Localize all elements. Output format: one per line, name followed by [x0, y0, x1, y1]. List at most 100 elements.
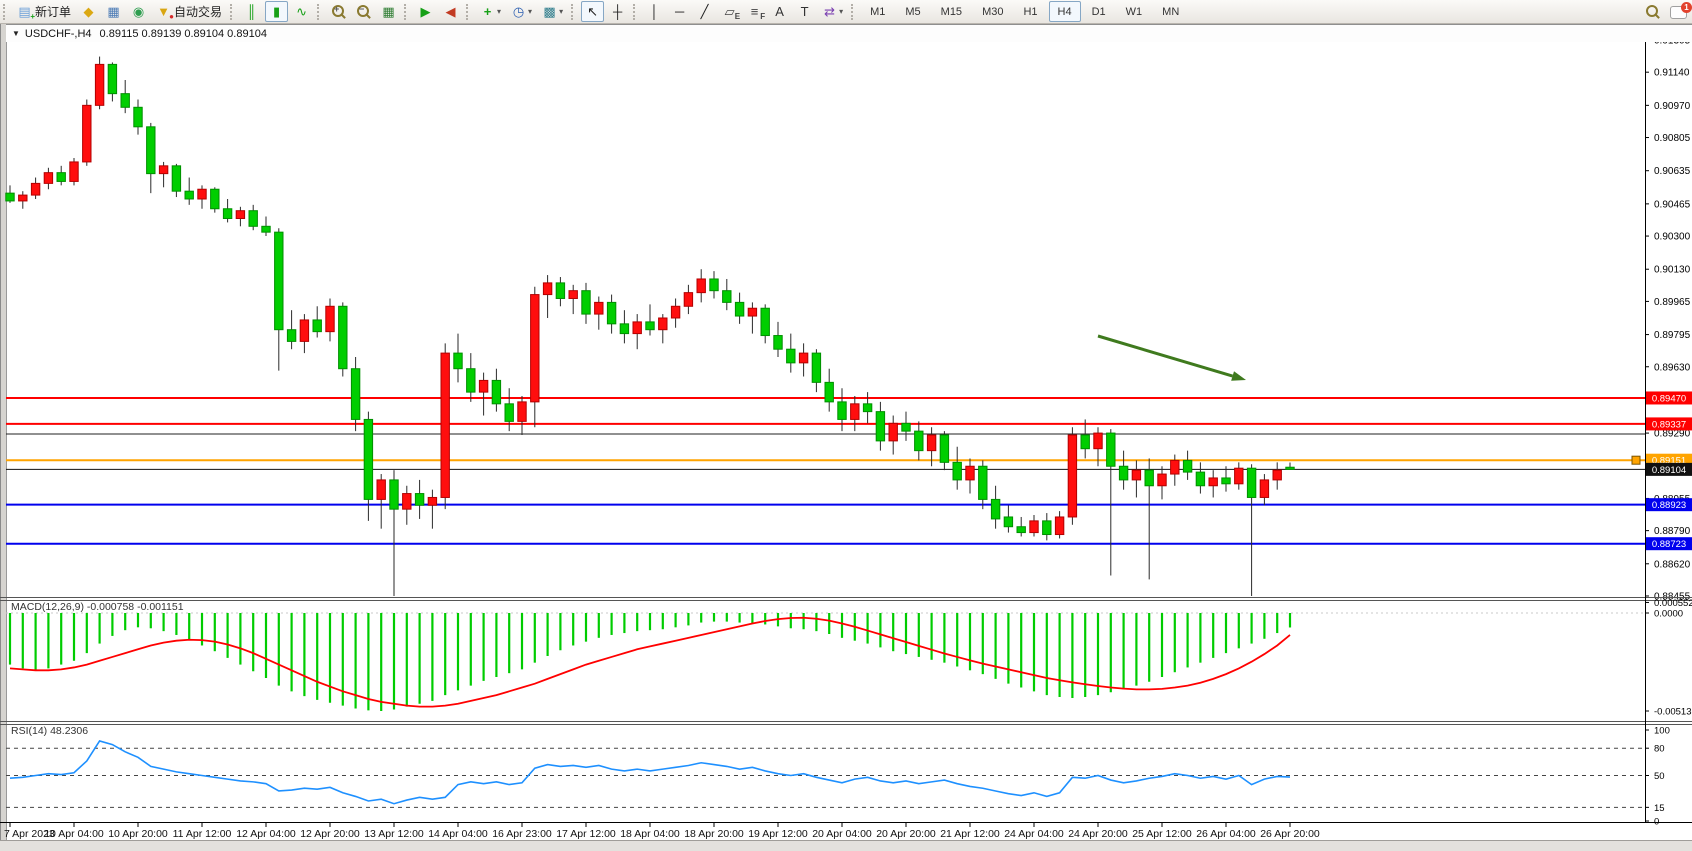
chart-shift-button[interactable]: ◀: [439, 1, 462, 22]
time-tick-label: 24 Apr 04:00: [1004, 828, 1064, 840]
hline-price-label-text: 0.88923: [1652, 500, 1686, 511]
price-tick-label: 0.88620: [1654, 559, 1691, 570]
candlestick-icon: ▮: [272, 4, 281, 19]
macd-axis-label: 0.0000: [1654, 609, 1683, 620]
toolbar-grip: [571, 3, 576, 20]
hline-0.89104[interactable]: 0.89104: [6, 462, 1692, 476]
tf-m5[interactable]: M5: [896, 1, 929, 22]
templates-icon: ▩: [543, 4, 556, 19]
zoom-in-icon: +: [331, 4, 346, 19]
hline-0.89151[interactable]: 0.89151: [6, 453, 1692, 467]
candle-bear: [274, 231, 284, 331]
candle-bear: [1080, 434, 1090, 450]
chat-bubble-icon: 1: [1670, 1, 1692, 19]
price-tick-label: 0.90130: [1654, 265, 1691, 276]
zoom-out-button[interactable]: −: [352, 1, 375, 22]
chart-profile-button[interactable]: ◆: [77, 1, 100, 22]
hline-price-label: [1646, 417, 1692, 431]
line-chart-button[interactable]: ∿: [290, 1, 313, 22]
arrow-head: [1231, 371, 1246, 381]
toolbar-grip: [404, 3, 409, 20]
tf-m5-label: M5: [905, 5, 921, 18]
tf-h4[interactable]: H4: [1048, 1, 1081, 22]
candle-bear: [107, 63, 118, 95]
toolbar-grip: [3, 3, 8, 20]
candle-bull: [747, 307, 758, 317]
trendline-button[interactable]: ╱: [693, 1, 716, 22]
candlestick-button[interactable]: ▮: [265, 1, 289, 22]
channel-button[interactable]: ▱ E: [718, 1, 741, 22]
tf-m15[interactable]: M15: [932, 1, 971, 22]
candle-bear: [1221, 477, 1231, 485]
tf-d1[interactable]: D1: [1083, 1, 1115, 22]
tf-m1-label: M1: [870, 5, 886, 18]
hline-0.89470[interactable]: 0.89470: [6, 391, 1692, 405]
indicators-button[interactable]: + ▾: [476, 1, 505, 22]
candle-bear: [1042, 520, 1052, 536]
new-order-button[interactable]: ▤ + 新订单: [13, 1, 75, 22]
hline-handle[interactable]: [1631, 455, 1641, 465]
candle-bull: [658, 317, 668, 331]
hline-price-label-text: 0.89104: [1652, 465, 1686, 476]
templates-button[interactable]: ▩ ▾: [538, 1, 567, 22]
time-tick-label: 20 Apr 04:00: [812, 828, 872, 840]
rsi-panel: RSI(14) 48.23061008050150: [6, 725, 1670, 828]
market-watch-button[interactable]: ▦: [102, 1, 125, 22]
tf-mn-label: MN: [1162, 5, 1180, 18]
status-strip: [0, 840, 1692, 851]
fibonacci-button[interactable]: ≡ F: [743, 1, 766, 22]
toolbar-grip: [466, 3, 471, 20]
horizontal-line-button[interactable]: ─: [668, 1, 691, 22]
chart-menu-caret-icon[interactable]: ▼: [12, 29, 20, 38]
time-tick-label: 18 Apr 04:00: [620, 828, 680, 840]
autotrading-button[interactable]: ▼ ● 自动交易: [152, 1, 226, 22]
periods-button[interactable]: ◷ ▾: [507, 1, 536, 22]
search-icon: [1645, 4, 1660, 19]
candle-bear: [786, 348, 796, 364]
tf-w1[interactable]: W1: [1117, 1, 1152, 22]
label-button[interactable]: T: [793, 1, 816, 22]
candle-bull: [1157, 473, 1167, 487]
time-tick-label: 7 Apr 2023: [4, 828, 55, 840]
hline-price-label-text: 0.88723: [1652, 539, 1686, 550]
candle-bear: [120, 93, 130, 108]
candle-bull: [1067, 434, 1078, 518]
candle-bull: [632, 321, 642, 335]
time-tick-label: 12 Apr 20:00: [300, 828, 360, 840]
bar-chart-button[interactable]: ║: [240, 1, 263, 22]
cursor-button[interactable]: ↖: [581, 1, 605, 22]
time-tick-label: 17 Apr 12:00: [556, 828, 616, 840]
chat-button[interactable]: 1: [1666, 1, 1692, 22]
candle-bull: [850, 403, 860, 420]
chart-shift-icon: ◀: [445, 4, 456, 19]
tile-windows-button[interactable]: ▦: [377, 1, 400, 22]
candle-bear: [1016, 526, 1026, 534]
hline-0.88923[interactable]: 0.88923: [6, 498, 1692, 512]
vertical-line-button[interactable]: │: [643, 1, 666, 22]
toolbar-grip: [317, 3, 322, 20]
hline-price-label-text: 0.89151: [1652, 456, 1686, 467]
candle-bear: [709, 278, 719, 292]
tf-mn[interactable]: MN: [1153, 1, 1188, 22]
hline-0.89337[interactable]: 0.89337: [6, 417, 1692, 431]
candle-bull: [594, 301, 604, 315]
zoom-in-button[interactable]: +: [327, 1, 350, 22]
tf-m1[interactable]: M1: [861, 1, 894, 22]
candle-bear: [1182, 459, 1193, 473]
candle-bear: [824, 381, 834, 403]
arrows-button[interactable]: ⇄ ▾: [818, 1, 847, 22]
autoscroll-button[interactable]: ▶: [414, 1, 437, 22]
signals-button[interactable]: ◉: [127, 1, 150, 22]
candle-bull: [1208, 477, 1218, 487]
trend-arrow-annotation[interactable]: [1097, 334, 1246, 381]
tf-m15-label: M15: [940, 5, 963, 18]
tf-h1[interactable]: H1: [1014, 1, 1046, 22]
candle-bull: [1131, 469, 1142, 481]
text-button[interactable]: A: [768, 1, 791, 22]
hline-0.88723[interactable]: 0.88723: [6, 537, 1692, 551]
tf-m30[interactable]: M30: [973, 1, 1012, 22]
search-button[interactable]: [1641, 1, 1664, 22]
price-axis[interactable]: 0.913050.911400.909700.908050.906350.904…: [1645, 36, 1691, 603]
crosshair-button[interactable]: ┼: [606, 1, 629, 22]
